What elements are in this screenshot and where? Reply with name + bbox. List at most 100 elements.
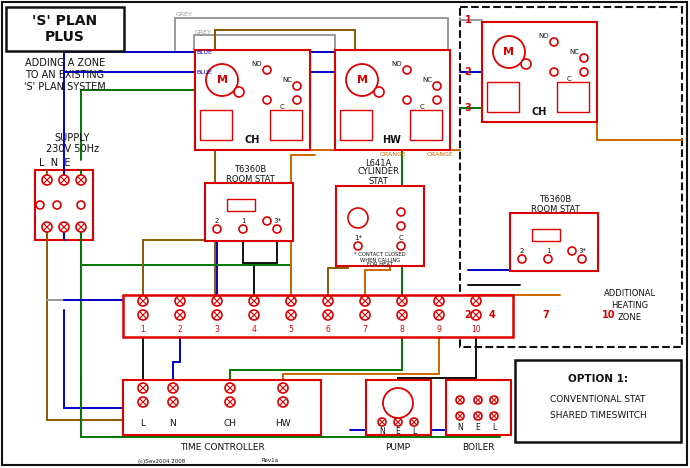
Bar [123,380,321,435]
Text: HEATING: HEATING [611,300,649,309]
Circle shape [397,296,407,306]
Circle shape [53,201,61,209]
Text: CH: CH [244,135,259,145]
Circle shape [403,66,411,74]
Circle shape [77,201,85,209]
Circle shape [286,310,296,320]
Circle shape [471,296,481,306]
Circle shape [42,175,52,185]
Bar [366,380,431,435]
Circle shape [138,383,148,393]
Text: ROOM STAT: ROOM STAT [531,205,580,213]
Text: FOR HEAT: FOR HEAT [367,263,393,268]
Circle shape [175,310,185,320]
Text: N: N [379,426,385,436]
Text: CONVENTIONAL STAT: CONVENTIONAL STAT [551,395,646,404]
Text: NO: NO [392,61,402,67]
Circle shape [59,222,69,232]
Bar [336,186,424,266]
Text: 1: 1 [241,218,245,224]
Circle shape [278,397,288,407]
Text: HW: HW [275,419,290,429]
Bar [446,380,511,435]
Text: NC: NC [282,77,292,83]
Circle shape [263,217,271,225]
Circle shape [568,247,576,255]
Circle shape [76,222,86,232]
Bar [532,229,560,241]
Text: 2: 2 [520,248,524,254]
Circle shape [263,96,271,104]
Text: C: C [399,235,404,241]
Text: 2: 2 [464,310,471,320]
Text: PLUS: PLUS [45,30,85,44]
Circle shape [263,66,271,74]
Circle shape [378,418,386,426]
Text: N: N [170,419,177,429]
Circle shape [293,96,301,104]
Text: L: L [141,419,146,429]
Circle shape [293,82,301,90]
Circle shape [434,310,444,320]
Circle shape [521,59,531,69]
Circle shape [456,396,464,404]
Circle shape [580,54,588,62]
Text: Rev1a: Rev1a [262,459,279,463]
Text: 1: 1 [464,15,471,25]
Circle shape [374,87,384,97]
Text: * CONTACT CLOSED: * CONTACT CLOSED [354,251,406,256]
Circle shape [397,208,405,216]
Text: 1*: 1* [354,235,362,241]
Circle shape [550,68,558,76]
Circle shape [76,175,86,185]
Circle shape [212,310,222,320]
Text: NC: NC [569,49,579,55]
Text: 'S' PLAN: 'S' PLAN [32,14,97,28]
Circle shape [323,296,333,306]
Text: OPTION 1:: OPTION 1: [568,374,628,384]
Circle shape [249,296,259,306]
Text: TIME CONTROLLER: TIME CONTROLLER [179,443,264,452]
Text: TO AN EXISTING: TO AN EXISTING [26,70,105,80]
Text: ZONE: ZONE [618,313,642,322]
Text: ADDING A ZONE: ADDING A ZONE [25,58,105,68]
Text: 1: 1 [141,324,146,334]
Text: L641A: L641A [365,159,391,168]
Text: N: N [457,424,463,432]
Bar [195,50,310,150]
Text: 10: 10 [602,310,615,320]
Circle shape [434,296,444,306]
Text: 230V 50Hz: 230V 50Hz [46,144,99,154]
Circle shape [490,396,498,404]
Bar [123,295,513,337]
Circle shape [168,397,178,407]
Bar [205,183,293,241]
Circle shape [471,310,481,320]
Text: 3: 3 [464,103,471,113]
Bar [340,110,372,140]
Circle shape [544,255,552,263]
Text: NC: NC [422,77,432,83]
Circle shape [234,87,244,97]
Circle shape [348,208,368,228]
Bar [410,110,442,140]
Text: C: C [279,104,284,110]
Text: L: L [412,426,416,436]
Text: C: C [420,104,424,110]
Text: E: E [395,426,400,436]
Text: BOILER: BOILER [462,443,494,452]
Text: 8: 8 [400,324,404,334]
Text: 7: 7 [542,310,549,320]
Bar [270,110,302,140]
Circle shape [354,242,362,250]
Text: 7: 7 [362,324,368,334]
Text: 'S' PLAN SYSTEM: 'S' PLAN SYSTEM [24,82,106,92]
Circle shape [36,201,44,209]
Circle shape [138,310,148,320]
Bar [35,170,93,240]
Circle shape [397,222,405,230]
Bar [487,82,519,112]
Text: ADDITIONAL: ADDITIONAL [604,288,656,298]
Circle shape [456,412,464,420]
Text: M: M [357,75,368,85]
